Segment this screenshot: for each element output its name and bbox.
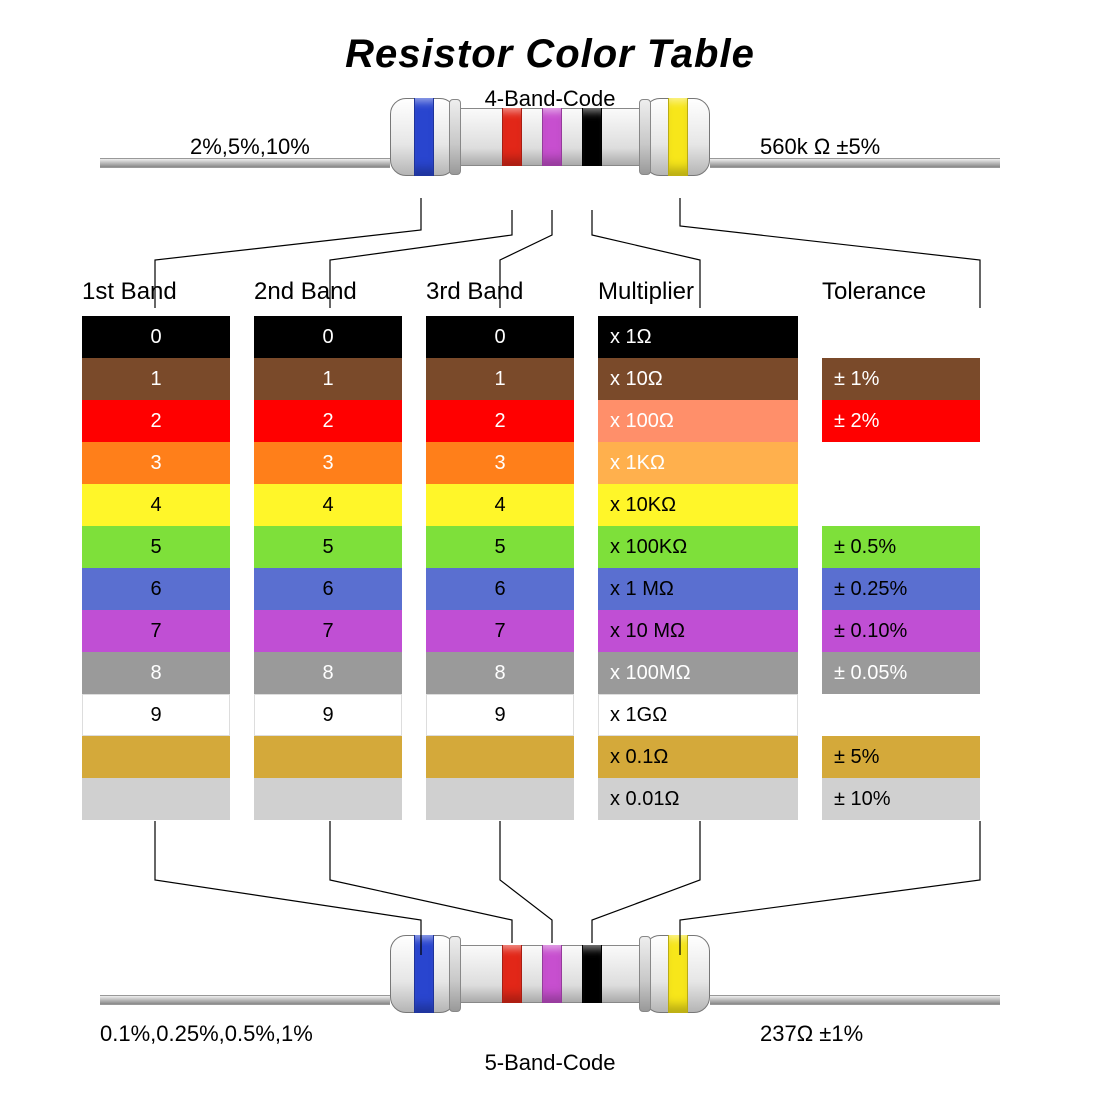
color-cell: 9 (254, 694, 402, 736)
color-cell: 7 (82, 610, 230, 652)
color-cell: 1 (254, 358, 402, 400)
hdr-2nd: 2nd Band (254, 278, 402, 306)
resistor-band (668, 935, 688, 1013)
color-cell: ± 2% (822, 400, 980, 442)
color-cell (254, 736, 402, 778)
color-cell: ± 10% (822, 778, 980, 820)
top-left-label: 2%,5%,10% (190, 134, 310, 160)
color-cell: x 0.01Ω (598, 778, 798, 820)
page-title: Resistor Color Table (0, 32, 1100, 77)
color-cell: 1 (426, 358, 574, 400)
lead-wire (100, 995, 390, 1005)
spacer (822, 694, 980, 736)
resistor-band (502, 945, 522, 1003)
color-cell: ± 0.5% (822, 526, 980, 568)
hdr-3rd: 3rd Band (426, 278, 574, 306)
bot-right-label: 237Ω ±1% (760, 1021, 863, 1047)
spacer (822, 484, 980, 526)
lead-wire (710, 158, 1000, 168)
color-cell: 4 (254, 484, 402, 526)
color-cell: x 1 MΩ (598, 568, 798, 610)
resistor-band (542, 945, 562, 1003)
color-cell (426, 736, 574, 778)
resistor-band (542, 108, 562, 166)
color-cell: 0 (254, 316, 402, 358)
color-cell: 3 (426, 442, 574, 484)
color-cell: 7 (426, 610, 574, 652)
color-cell: x 100Ω (598, 400, 798, 442)
resistor-body (390, 98, 710, 176)
resistor-band (668, 98, 688, 176)
color-cell: x 1GΩ (598, 694, 798, 736)
col-3rd: 0123456789 (426, 316, 574, 820)
color-cell: 5 (426, 526, 574, 568)
color-cell: 3 (82, 442, 230, 484)
bottom-subtitle: 5-Band-Code (0, 1050, 1100, 1076)
color-cell: x 100KΩ (598, 526, 798, 568)
hdr-tol: Tolerance (822, 278, 980, 306)
resistor-band (582, 945, 602, 1003)
color-cell: 0 (82, 316, 230, 358)
color-cell: 2 (82, 400, 230, 442)
resistor-body (390, 935, 710, 1013)
color-cell: x 10Ω (598, 358, 798, 400)
color-cell: ± 0.05% (822, 652, 980, 694)
resistor-band (582, 108, 602, 166)
hdr-1st: 1st Band (82, 278, 230, 306)
color-cell: 8 (426, 652, 574, 694)
color-cell: 2 (426, 400, 574, 442)
color-cell: 8 (254, 652, 402, 694)
bot-left-label: 0.1%,0.25%,0.5%,1% (100, 1021, 313, 1047)
color-cell: ± 0.10% (822, 610, 980, 652)
resistor-band (414, 98, 434, 176)
resistor-band (502, 108, 522, 166)
color-cell: 7 (254, 610, 402, 652)
col-2nd: 0123456789 (254, 316, 402, 820)
color-cell (82, 778, 230, 820)
col-mult: x 1Ωx 10Ωx 100Ωx 1KΩx 10KΩx 100KΩx 1 MΩx… (598, 316, 798, 820)
color-cell: x 100MΩ (598, 652, 798, 694)
col-1st: 0123456789 (82, 316, 230, 820)
color-cell: 4 (82, 484, 230, 526)
color-cell: 9 (426, 694, 574, 736)
color-cell: x 0.1Ω (598, 736, 798, 778)
color-cell: 5 (254, 526, 402, 568)
spacer (822, 442, 980, 484)
color-cell: 9 (82, 694, 230, 736)
lead-wire (710, 995, 1000, 1005)
color-cell: 4 (426, 484, 574, 526)
color-cell (426, 778, 574, 820)
color-cell: 6 (254, 568, 402, 610)
color-cell: 3 (254, 442, 402, 484)
color-cell (82, 736, 230, 778)
color-cell: x 1Ω (598, 316, 798, 358)
color-cell: 1 (82, 358, 230, 400)
top-right-label: 560k Ω ±5% (760, 134, 880, 160)
col-tol: ± 1%± 2% ± 0.5%± 0.25%± 0.10%± 0.05% ± 5%±… (822, 316, 980, 820)
color-cell (254, 778, 402, 820)
hdr-mult: Multiplier (598, 278, 798, 306)
color-cell: 8 (82, 652, 230, 694)
color-cell: ± 5% (822, 736, 980, 778)
color-cell: x 1KΩ (598, 442, 798, 484)
color-cell: x 10KΩ (598, 484, 798, 526)
color-cell: 5 (82, 526, 230, 568)
spacer (822, 316, 980, 358)
column-headers: 1st Band 2nd Band 3rd Band Multiplier To… (82, 278, 1060, 306)
resistor-band (414, 935, 434, 1013)
color-cell: 6 (82, 568, 230, 610)
color-cell: ± 0.25% (822, 568, 980, 610)
color-cell: 0 (426, 316, 574, 358)
color-table: 0123456789 0123456789 0123456789 x 1Ωx 1… (82, 316, 1060, 820)
color-cell: x 10 MΩ (598, 610, 798, 652)
color-cell: ± 1% (822, 358, 980, 400)
lead-wire (100, 158, 390, 168)
color-cell: 6 (426, 568, 574, 610)
color-cell: 2 (254, 400, 402, 442)
